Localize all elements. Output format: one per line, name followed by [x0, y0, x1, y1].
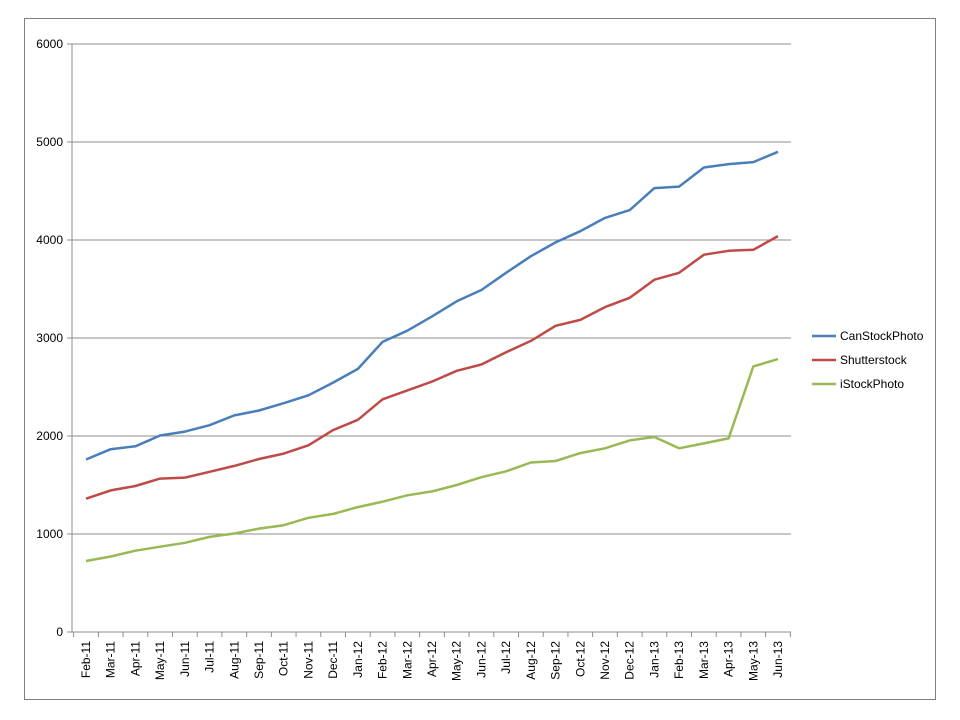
y-tick-label: 2000: [36, 429, 63, 443]
series-line-istockphoto: [85, 357, 779, 563]
series-line-canstockphoto: [85, 150, 779, 461]
x-tick-label: Dec-12: [623, 641, 637, 680]
x-axis-ticks: Feb-11 Mar-11 Apr-11 May-11 Jun-11 Jul-11 Aug-…: [73, 632, 791, 681]
x-tick-label: Sep-11: [252, 641, 266, 679]
x-tick-label: Jul-11: [203, 641, 217, 673]
x-tick-label: May-11: [153, 641, 167, 680]
y-tick-label: 0: [56, 625, 63, 639]
y-tick-label: 5000: [36, 135, 63, 149]
x-tick-label: Aug-11: [227, 641, 241, 679]
series-line-shutterstock: [85, 235, 779, 500]
legend-label: CanStockPhoto: [840, 329, 924, 343]
x-tick-label: Dec-11: [326, 641, 340, 679]
x-tick-label: Feb-13: [672, 641, 686, 679]
gridlines: [72, 43, 791, 535]
x-tick-label: Apr-11: [128, 641, 142, 676]
y-axis-ticks: 0 1000 2000 3000 4000 5000 6000: [36, 37, 72, 639]
x-tick-label: Mar-12: [400, 641, 414, 679]
x-tick-label: Oct-11: [277, 641, 291, 676]
y-tick-label: 1000: [36, 527, 63, 541]
x-tick-label: Apr-13: [722, 641, 736, 677]
x-tick-label: Mar-13: [697, 641, 711, 679]
x-tick-label: Jul-12: [499, 641, 513, 674]
x-tick-label: Sep-12: [549, 641, 563, 680]
y-tick-label: 4000: [36, 233, 63, 247]
x-tick-label: Feb-11: [79, 641, 93, 678]
x-tick-label: Jun-11: [178, 641, 192, 677]
x-tick-label: Aug-12: [524, 641, 538, 680]
series-lines: [85, 150, 779, 563]
x-tick-label: Jan-12: [351, 641, 365, 678]
x-tick-label: Jan-13: [647, 641, 661, 678]
x-tick-label: Feb-12: [376, 641, 390, 679]
legend-label: iStockPhoto: [840, 377, 904, 391]
chart-frame: [24, 18, 936, 700]
x-tick-label: Apr-12: [425, 641, 439, 677]
x-tick-label: Nov-11: [301, 641, 315, 679]
x-tick-label: May-13: [746, 641, 760, 681]
x-tick-label: Mar-11: [104, 641, 118, 678]
y-tick-label: 3000: [36, 331, 63, 345]
x-tick-label: Jun-13: [771, 641, 785, 678]
x-tick-label: Nov-12: [598, 641, 612, 680]
legend-label: Shutterstock: [840, 353, 908, 367]
y-tick-label: 6000: [36, 37, 63, 51]
x-tick-label: Oct-12: [573, 641, 587, 677]
x-tick-label: May-12: [450, 641, 464, 681]
x-tick-label: Jun-12: [474, 641, 488, 678]
legend: CanStockPhoto Shutterstock iStockPhoto: [812, 329, 924, 391]
